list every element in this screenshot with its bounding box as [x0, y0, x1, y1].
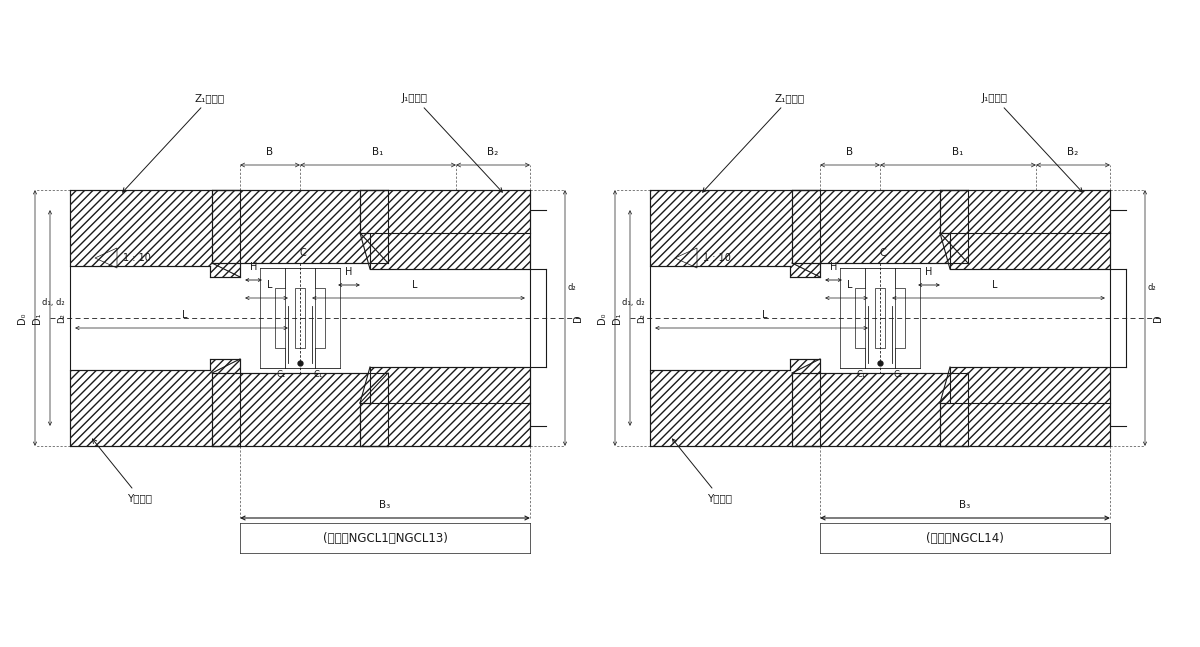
- Text: H: H: [346, 267, 353, 277]
- Text: C₂: C₂: [894, 370, 904, 379]
- Text: B₃: B₃: [379, 500, 391, 510]
- Text: L: L: [268, 280, 272, 290]
- Text: C₁: C₁: [277, 370, 286, 379]
- Text: Z₁型軸孔: Z₁型軸孔: [122, 93, 226, 192]
- Text: B₁: B₁: [372, 147, 384, 157]
- Text: Y型軸孔: Y型軸孔: [672, 439, 732, 503]
- Text: D₂: D₂: [637, 313, 647, 323]
- Text: B₃: B₃: [959, 500, 971, 510]
- Text: d₁, d₂: d₁, d₂: [623, 298, 646, 307]
- Polygon shape: [360, 367, 530, 446]
- Text: H: H: [925, 267, 932, 277]
- Text: B: B: [846, 147, 853, 157]
- Text: D₁: D₁: [32, 313, 42, 324]
- Text: (適用于NGCL14): (適用于NGCL14): [926, 531, 1004, 545]
- Text: D₁: D₁: [612, 313, 622, 324]
- Polygon shape: [792, 190, 968, 263]
- Text: D: D: [1153, 314, 1163, 322]
- Text: D₂: D₂: [58, 313, 66, 323]
- Text: (適用于NGCL1～NGCL13): (適用于NGCL1～NGCL13): [323, 531, 448, 545]
- Text: D: D: [574, 314, 583, 322]
- Text: D₀: D₀: [17, 313, 28, 324]
- Polygon shape: [70, 190, 240, 277]
- Polygon shape: [70, 359, 240, 446]
- Text: d₁, d₂: d₁, d₂: [42, 298, 65, 307]
- Text: B: B: [266, 147, 274, 157]
- Text: B₁: B₁: [953, 147, 964, 157]
- Text: H: H: [830, 262, 838, 272]
- Text: d₂: d₂: [568, 283, 577, 292]
- Polygon shape: [940, 190, 1110, 269]
- Polygon shape: [212, 190, 388, 263]
- Text: d₂: d₂: [1148, 283, 1157, 292]
- Text: B₂: B₂: [1067, 147, 1079, 157]
- Text: L: L: [182, 310, 187, 320]
- Text: H: H: [250, 262, 257, 272]
- Text: J₁型軸孔: J₁型軸孔: [982, 93, 1082, 192]
- Text: 1 : 10: 1 : 10: [703, 253, 731, 263]
- Text: L: L: [762, 310, 768, 320]
- Text: C: C: [880, 248, 887, 258]
- Text: B₂: B₂: [487, 147, 499, 157]
- Polygon shape: [650, 359, 820, 446]
- Polygon shape: [940, 367, 1110, 446]
- Polygon shape: [212, 373, 388, 446]
- Polygon shape: [650, 190, 820, 277]
- Text: 1 : 10: 1 : 10: [124, 253, 151, 263]
- Text: L: L: [992, 280, 997, 290]
- Text: J₁型軸孔: J₁型軸孔: [402, 93, 503, 192]
- Text: C₁: C₁: [857, 370, 866, 379]
- Text: L: L: [413, 280, 418, 290]
- Text: D₀: D₀: [598, 313, 607, 324]
- Polygon shape: [792, 373, 968, 446]
- Text: C: C: [300, 248, 306, 258]
- Text: Y型軸孔: Y型軸孔: [92, 439, 152, 503]
- Text: Z₁型軸孔: Z₁型軸孔: [703, 93, 805, 192]
- Text: L: L: [847, 280, 853, 290]
- Text: C₁: C₁: [314, 370, 323, 379]
- Polygon shape: [360, 190, 530, 269]
